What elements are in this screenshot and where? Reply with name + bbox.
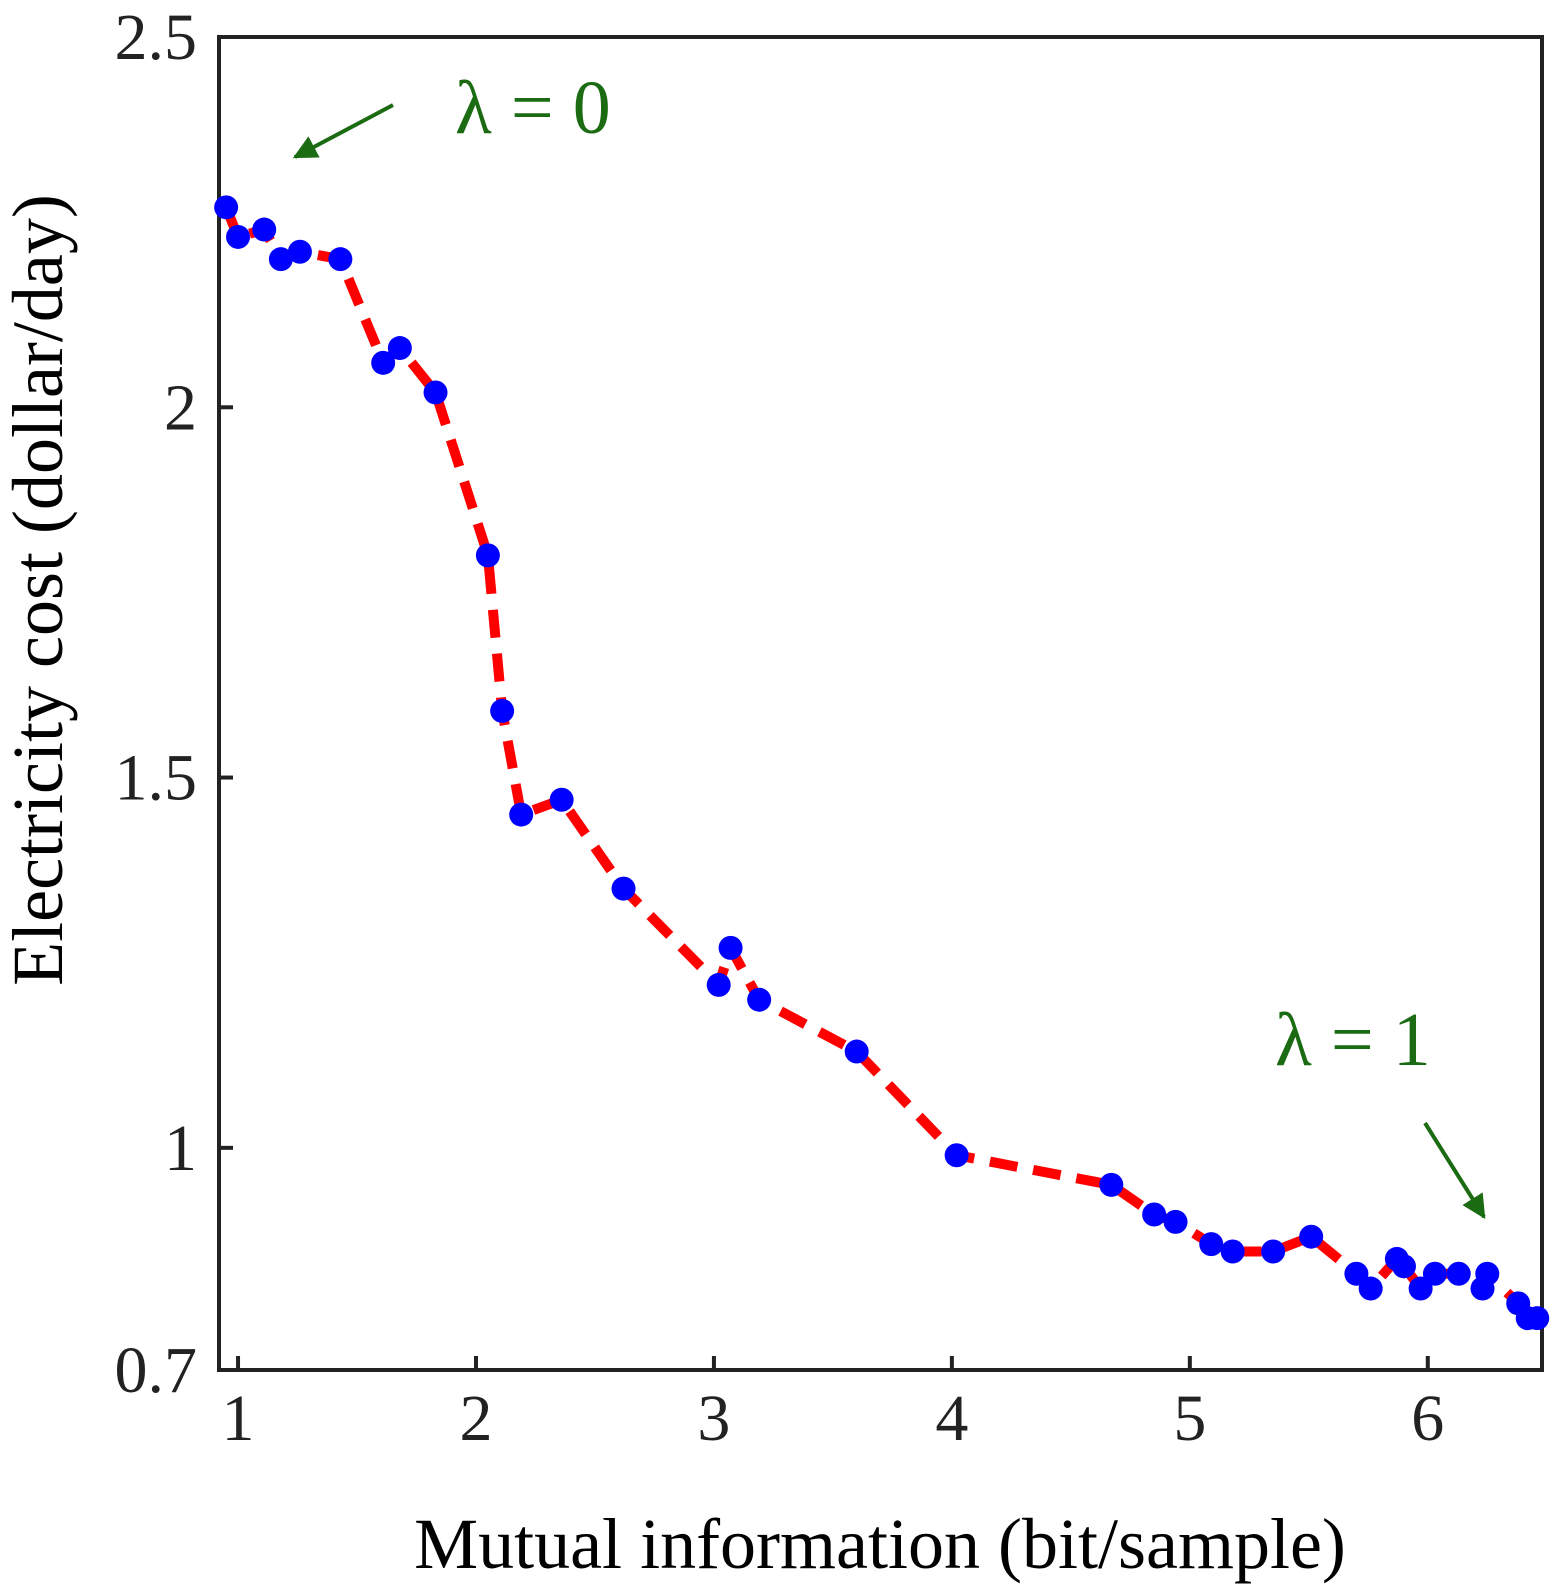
y-tick-label: 1 bbox=[164, 1112, 197, 1185]
data-point bbox=[611, 876, 636, 901]
data-point bbox=[328, 247, 353, 272]
data-point bbox=[1525, 1306, 1550, 1331]
data-point bbox=[1220, 1239, 1245, 1264]
x-axis-ticks: 1 2 3 4 5 6 bbox=[222, 1356, 1444, 1455]
series-line bbox=[221, 205, 1538, 1324]
y-axis-ticks: 0.7 1 1.5 2 2.5 bbox=[115, 1, 233, 1407]
data-point bbox=[1446, 1261, 1471, 1286]
data-point bbox=[718, 935, 743, 960]
data-point bbox=[706, 972, 731, 997]
data-point bbox=[1391, 1254, 1416, 1279]
x-tick-label: 4 bbox=[935, 1382, 968, 1455]
data-point bbox=[1099, 1172, 1124, 1197]
data-point bbox=[214, 195, 239, 220]
data-point bbox=[1261, 1239, 1286, 1264]
data-point bbox=[268, 247, 293, 272]
data-point bbox=[371, 350, 396, 375]
data-point bbox=[1422, 1261, 1447, 1286]
data-point bbox=[1199, 1232, 1224, 1257]
x-tick-label: 6 bbox=[1411, 1382, 1444, 1455]
data-point bbox=[1142, 1202, 1167, 1227]
data-point bbox=[252, 217, 277, 242]
y-tick-label: 0.7 bbox=[115, 1334, 198, 1407]
y-tick-label: 2.5 bbox=[115, 1, 198, 74]
x-tick-label: 2 bbox=[459, 1382, 492, 1455]
x-tick-label: 5 bbox=[1173, 1382, 1206, 1455]
annotation-lambda-1: λ = 1 bbox=[1275, 998, 1431, 1082]
data-points bbox=[214, 195, 1550, 1331]
x-axis-title: Mutual information (bit/sample) bbox=[414, 1504, 1346, 1584]
plot-frame bbox=[217, 35, 1544, 1372]
data-point bbox=[1358, 1276, 1383, 1301]
data-point bbox=[1299, 1224, 1324, 1249]
data-point bbox=[1344, 1261, 1369, 1286]
data-point bbox=[509, 802, 534, 827]
data-point bbox=[226, 224, 251, 249]
data-point bbox=[287, 239, 312, 264]
data-point bbox=[549, 787, 574, 812]
data-point bbox=[387, 336, 412, 361]
y-tick-label: 2 bbox=[164, 371, 197, 444]
data-point bbox=[1475, 1261, 1500, 1286]
x-tick-label: 1 bbox=[222, 1382, 255, 1455]
data-point bbox=[1163, 1209, 1188, 1234]
x-tick-label: 3 bbox=[697, 1382, 730, 1455]
data-point bbox=[844, 1039, 869, 1064]
y-tick-label: 1.5 bbox=[115, 742, 198, 815]
data-point bbox=[747, 987, 772, 1012]
data-point bbox=[475, 543, 500, 568]
annotation-arrow-lambda-1 bbox=[1423, 1121, 1486, 1220]
data-point bbox=[423, 380, 448, 405]
data-point bbox=[944, 1143, 969, 1168]
annotation-arrow-lambda-0 bbox=[292, 103, 394, 159]
data-point bbox=[490, 698, 515, 723]
y-axis-title: Electricity cost (dollar/day) bbox=[0, 194, 78, 986]
annotation-lambda-0: λ = 0 bbox=[455, 66, 611, 150]
data-point bbox=[1408, 1276, 1433, 1301]
